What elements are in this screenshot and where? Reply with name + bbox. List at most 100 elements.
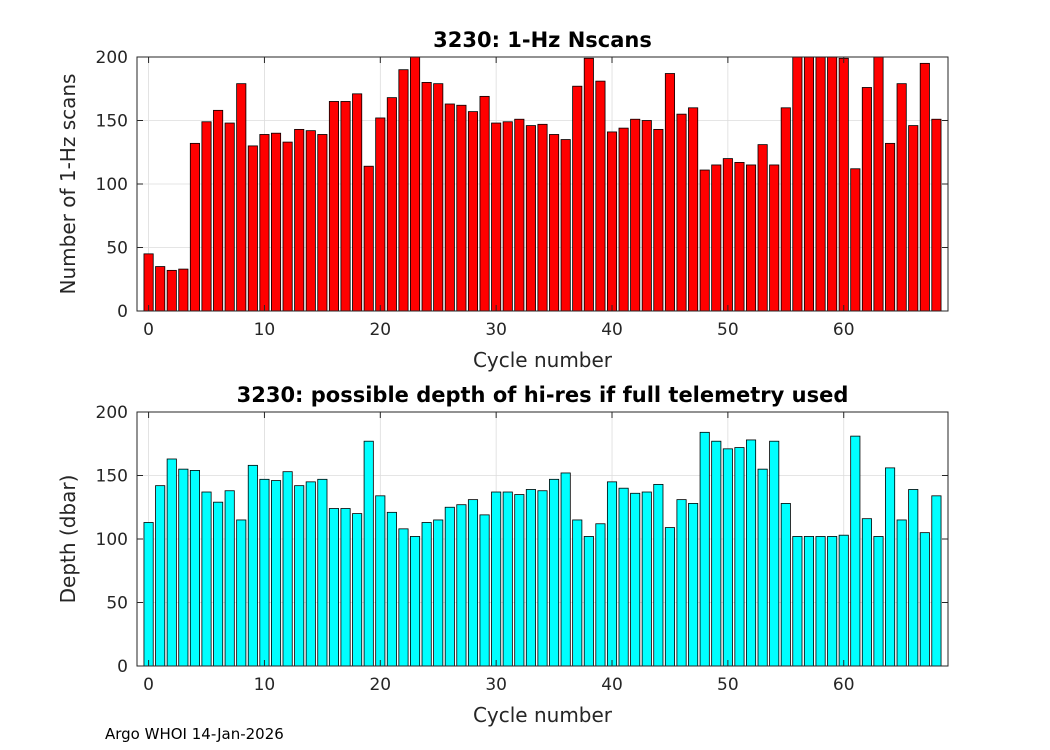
chart1-bar xyxy=(398,69,409,312)
chart2-bar xyxy=(618,487,629,667)
chart2-bar xyxy=(270,480,282,667)
chart1-bar xyxy=(861,87,872,312)
chart2-bar xyxy=(491,491,502,667)
chart2-bar xyxy=(525,489,536,667)
chart1-bar xyxy=(352,93,363,312)
chart1-bar xyxy=(850,168,861,312)
chart1-bar xyxy=(294,128,305,312)
chart1-bar xyxy=(375,117,386,312)
chart2-bar xyxy=(676,499,687,667)
chart1-bar xyxy=(282,141,293,312)
chart2-bar xyxy=(769,440,780,667)
chart1-bar xyxy=(410,56,421,312)
chart2-bar xyxy=(792,536,803,667)
chart2-bar xyxy=(896,519,907,667)
chart2-bar xyxy=(282,471,293,667)
chart1-bar xyxy=(572,85,583,312)
chart2-bar xyxy=(803,536,815,667)
chart2-bar xyxy=(375,495,386,667)
chart2-bar xyxy=(479,514,490,667)
chart1-bar xyxy=(178,268,189,312)
chart1-y-tick-label: 150 xyxy=(96,112,128,132)
chart2-bar xyxy=(815,536,826,667)
chart1-bar xyxy=(838,57,849,312)
chart2-bar xyxy=(166,458,177,667)
chart1-bar xyxy=(328,101,339,312)
chart2-x-tick-label: 10 xyxy=(254,675,276,695)
chart2-bar xyxy=(398,528,409,667)
chart2-bar xyxy=(143,522,154,667)
chart1-bar xyxy=(456,104,467,312)
chart1-bar xyxy=(201,121,212,312)
chart1-bar xyxy=(792,56,803,312)
chart2-bar xyxy=(178,468,189,667)
chart1-bar xyxy=(583,57,594,312)
chart1-bar xyxy=(896,83,907,312)
chart1-bar xyxy=(699,169,710,312)
chart1-bar xyxy=(722,158,733,312)
chart1-x-tick-label: 0 xyxy=(143,320,154,340)
chart1-title: 3230: 1-Hz Nscans xyxy=(433,28,652,52)
chart2-bar xyxy=(653,483,664,667)
chart1-bar xyxy=(711,164,722,312)
chart1-bar xyxy=(155,266,166,312)
chart2-bar xyxy=(734,447,745,667)
chart1-bar xyxy=(537,123,548,312)
chart2-bar xyxy=(317,478,328,667)
chart2-bar xyxy=(908,489,919,667)
chart1-bar xyxy=(467,111,479,312)
chart2-y-tick-label: 100 xyxy=(96,530,128,550)
chart1-bar xyxy=(166,269,177,312)
chart2-x-axis-label: Cycle number xyxy=(473,703,613,727)
chart2-bar xyxy=(259,478,270,667)
chart1-bar xyxy=(908,125,919,312)
chart2-bar xyxy=(560,472,571,667)
chart2-bar xyxy=(873,536,884,667)
chart1-bar xyxy=(803,56,815,312)
chart1-bar xyxy=(919,62,930,312)
chart1-x-tick-label: 20 xyxy=(369,320,391,340)
chart2-bar xyxy=(885,467,896,667)
chart2-bar xyxy=(467,499,479,667)
chart1-bar xyxy=(363,165,374,312)
chart2-bar xyxy=(294,485,305,667)
chart1-bar xyxy=(734,162,745,312)
chart1-x-tick-label: 60 xyxy=(833,320,855,340)
chart2-bar xyxy=(688,503,699,667)
chart1-bar xyxy=(873,56,884,312)
chart1-y-tick-label: 200 xyxy=(96,48,128,68)
chart1-bar xyxy=(189,142,200,312)
chart1-bar xyxy=(224,122,235,312)
chart1-bar xyxy=(514,118,525,312)
chart2-bar xyxy=(630,492,641,667)
chart1-bar xyxy=(688,107,699,312)
chart2-bar xyxy=(328,508,339,667)
chart1-bar xyxy=(664,73,675,312)
chart2-y-axis-label: Depth (dbar) xyxy=(56,475,80,604)
chart1-bar xyxy=(213,109,224,312)
chart2-bar xyxy=(247,464,258,667)
chart2-bar xyxy=(919,532,930,667)
chart1-y-tick-label: 50 xyxy=(106,239,128,259)
chart1-bar xyxy=(386,97,397,312)
chart1-y-tick-label: 100 xyxy=(96,175,128,195)
chart1-bar xyxy=(595,80,606,312)
chart1-bar xyxy=(676,113,687,312)
chart1-bar xyxy=(757,144,768,312)
chart2-bar xyxy=(641,491,652,667)
chart2-bar xyxy=(827,536,838,667)
chart2-bar xyxy=(838,534,849,667)
chart1-bar xyxy=(525,125,536,312)
chart2-bar xyxy=(583,536,594,667)
chart2-bar xyxy=(201,491,212,667)
chart2-bar xyxy=(213,501,224,667)
chart2-bar xyxy=(340,508,351,667)
chart2-bar xyxy=(444,506,455,667)
chart2-bar xyxy=(514,494,525,667)
chart1-x-tick-label: 10 xyxy=(254,320,276,340)
chart2-bar xyxy=(537,490,548,667)
chart1-bar xyxy=(630,118,641,312)
footer-credit: Argo WHOI 14-Jan-2026 xyxy=(105,725,284,743)
chart1-y-tick-label: 0 xyxy=(117,302,128,322)
chart2-bar xyxy=(421,522,432,667)
